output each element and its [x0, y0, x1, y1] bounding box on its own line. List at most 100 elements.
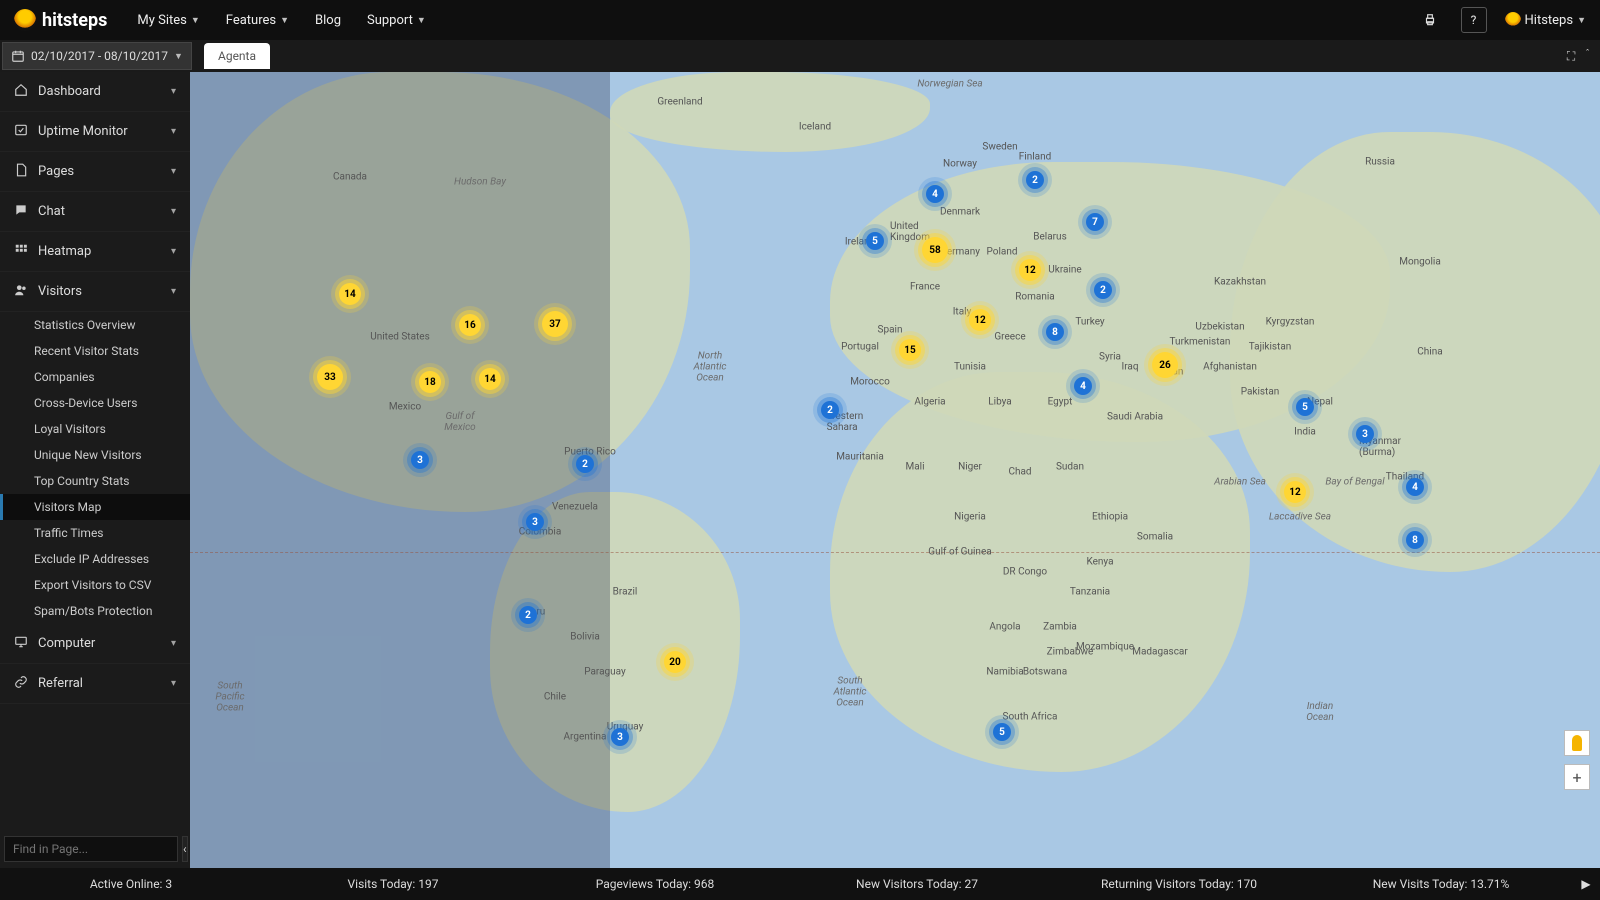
- sidebar-sub-loyal-visitors[interactable]: Loyal Visitors: [0, 416, 190, 442]
- visitor-cluster-marker[interactable]: 12: [1019, 259, 1041, 281]
- caret-down-icon: ▼: [191, 15, 200, 26]
- map-label: Indian Ocean: [1306, 701, 1334, 723]
- visitor-cluster-marker[interactable]: 5: [1296, 398, 1314, 416]
- date-range-picker[interactable]: 02/10/2017 - 08/10/2017 ▼: [2, 42, 192, 70]
- visitor-cluster-marker[interactable]: 12: [969, 309, 991, 331]
- sidebar-sub-unique-new-visitors[interactable]: Unique New Visitors: [0, 442, 190, 468]
- stat-new-visitors-today: New Visitors Today: 27: [786, 877, 1048, 891]
- sidebar-item-computer[interactable]: Computer▾: [0, 624, 190, 664]
- landmass: [1230, 132, 1600, 572]
- visitor-cluster-marker[interactable]: 3: [1356, 425, 1374, 443]
- sidebar-sub-traffic-times[interactable]: Traffic Times: [0, 520, 190, 546]
- stat-visits-today: Visits Today: 197: [262, 877, 524, 891]
- collapse-up-icon[interactable]: ˆ: [1585, 49, 1590, 64]
- nav-support[interactable]: Support ▼: [367, 13, 426, 28]
- visitor-cluster-marker[interactable]: 3: [611, 728, 629, 746]
- sidebar-sub-visitors-map[interactable]: Visitors Map: [0, 494, 190, 520]
- tab-agenta[interactable]: Agenta: [204, 43, 270, 69]
- visitor-cluster-marker[interactable]: 18: [419, 371, 441, 393]
- night-overlay: [190, 72, 610, 868]
- sidebar-sub-statistics-overview[interactable]: Statistics Overview: [0, 312, 190, 338]
- link-icon: [14, 675, 28, 693]
- pegman-icon[interactable]: [1564, 730, 1590, 756]
- sidebar-item-referral[interactable]: Referral▾: [0, 664, 190, 704]
- visitor-cluster-marker[interactable]: 7: [1086, 213, 1104, 231]
- visitor-cluster-marker[interactable]: 14: [479, 368, 501, 390]
- map-label: Norwegian Sea: [917, 79, 982, 90]
- visitor-cluster-marker[interactable]: 15: [899, 339, 921, 361]
- sidebar-sub-companies[interactable]: Companies: [0, 364, 190, 390]
- file-icon: [14, 163, 28, 181]
- nav-blog[interactable]: Blog: [315, 13, 341, 28]
- sidebar-item-heatmap[interactable]: Heatmap▾: [0, 232, 190, 272]
- visitor-cluster-marker[interactable]: 26: [1152, 352, 1178, 378]
- sidebar-item-uptime-monitor[interactable]: Uptime Monitor▾: [0, 112, 190, 152]
- visitor-cluster-marker[interactable]: 3: [526, 513, 544, 531]
- account-avatar-icon: [1505, 12, 1521, 28]
- chevron-down-icon: ▾: [171, 638, 176, 649]
- sidebar: Dashboard▾Uptime Monitor▾Pages▾Chat▾Heat…: [0, 72, 190, 868]
- chevron-down-icon: ▾: [171, 206, 176, 217]
- stat-returning-visitors-today: Returning Visitors Today: 170: [1048, 877, 1310, 891]
- caret-down-icon: ▼: [280, 15, 289, 26]
- sidebar-sub-spam-bots-protection[interactable]: Spam/Bots Protection: [0, 598, 190, 624]
- play-icon[interactable]: ▶: [1572, 877, 1600, 891]
- visitor-cluster-marker[interactable]: 5: [993, 723, 1011, 741]
- landmass: [610, 72, 930, 152]
- visitor-cluster-marker[interactable]: 8: [1406, 531, 1424, 549]
- landmass: [830, 372, 1250, 772]
- home-icon: [14, 83, 28, 101]
- account-label: Hitsteps: [1525, 13, 1574, 28]
- help-icon[interactable]: ?: [1461, 7, 1487, 33]
- sidebar-item-dashboard[interactable]: Dashboard▾: [0, 72, 190, 112]
- chevron-down-icon: ▾: [171, 678, 176, 689]
- visitor-cluster-marker[interactable]: 5: [866, 232, 884, 250]
- account-menu[interactable]: Hitsteps ▼: [1505, 12, 1586, 28]
- country-label: Norway: [943, 159, 977, 170]
- sidebar-sub-exclude-ip-addresses[interactable]: Exclude IP Addresses: [0, 546, 190, 572]
- visitors-map[interactable]: North Atlantic OceanSouth Atlantic Ocean…: [190, 72, 1600, 868]
- visitor-cluster-marker[interactable]: 33: [317, 364, 343, 390]
- visitor-cluster-marker[interactable]: 4: [1406, 478, 1424, 496]
- visitor-cluster-marker[interactable]: 4: [1074, 377, 1092, 395]
- chevron-down-icon: ▾: [171, 126, 176, 137]
- visitor-cluster-marker[interactable]: 4: [926, 185, 944, 203]
- visitor-cluster-marker[interactable]: 2: [576, 455, 594, 473]
- country-label: Sweden: [982, 142, 1017, 153]
- footer-stats: Active Online: 3Visits Today: 197Pagevie…: [0, 868, 1600, 900]
- sidebar-sub-cross-device-users[interactable]: Cross-Device Users: [0, 390, 190, 416]
- caret-down-icon: ▼: [174, 51, 183, 62]
- visitor-cluster-marker[interactable]: 2: [821, 401, 839, 419]
- top-nav: hitsteps My Sites ▼ Features ▼ Blog Support…: [0, 0, 1600, 40]
- sidebar-item-pages[interactable]: Pages▾: [0, 152, 190, 192]
- find-input[interactable]: [4, 836, 178, 862]
- print-icon[interactable]: [1417, 7, 1443, 33]
- sidebar-sub-top-country-stats[interactable]: Top Country Stats: [0, 468, 190, 494]
- sidebar-sub-recent-visitor-stats[interactable]: Recent Visitor Stats: [0, 338, 190, 364]
- collapse-sidebar-button[interactable]: ‹: [182, 836, 188, 862]
- visitor-cluster-marker[interactable]: 3: [411, 451, 429, 469]
- nav-right: ? Hitsteps ▼: [1417, 7, 1586, 33]
- visitor-cluster-marker[interactable]: 20: [664, 651, 686, 673]
- visitor-cluster-marker[interactable]: 58: [922, 237, 948, 263]
- sidebar-item-chat[interactable]: Chat▾: [0, 192, 190, 232]
- visitor-cluster-marker[interactable]: 14: [339, 283, 361, 305]
- nav-links: My Sites ▼ Features ▼ Blog Support ▼: [137, 13, 425, 28]
- brand[interactable]: hitsteps: [14, 9, 107, 31]
- fullscreen-icon[interactable]: ⛶: [1567, 49, 1575, 64]
- visitor-cluster-marker[interactable]: 2: [519, 606, 537, 624]
- visitor-cluster-marker[interactable]: 12: [1284, 481, 1306, 503]
- visitor-cluster-marker[interactable]: 2: [1026, 171, 1044, 189]
- nav-features[interactable]: Features ▼: [226, 13, 289, 28]
- visitor-cluster-marker[interactable]: 2: [1094, 281, 1112, 299]
- zoom-in-button[interactable]: +: [1564, 764, 1590, 790]
- sidebar-item-visitors[interactable]: Visitors▾: [0, 272, 190, 312]
- visitor-cluster-marker[interactable]: 8: [1046, 323, 1064, 341]
- sidebar-sub-export-visitors-to-csv[interactable]: Export Visitors to CSV: [0, 572, 190, 598]
- date-range-text: 02/10/2017 - 08/10/2017: [31, 49, 168, 63]
- nav-my-sites[interactable]: My Sites ▼: [137, 13, 199, 28]
- visitor-cluster-marker[interactable]: 16: [459, 314, 481, 336]
- monitor-icon: [14, 635, 28, 653]
- visitor-cluster-marker[interactable]: 37: [542, 311, 568, 337]
- main: Dashboard▾Uptime Monitor▾Pages▾Chat▾Heat…: [0, 72, 1600, 868]
